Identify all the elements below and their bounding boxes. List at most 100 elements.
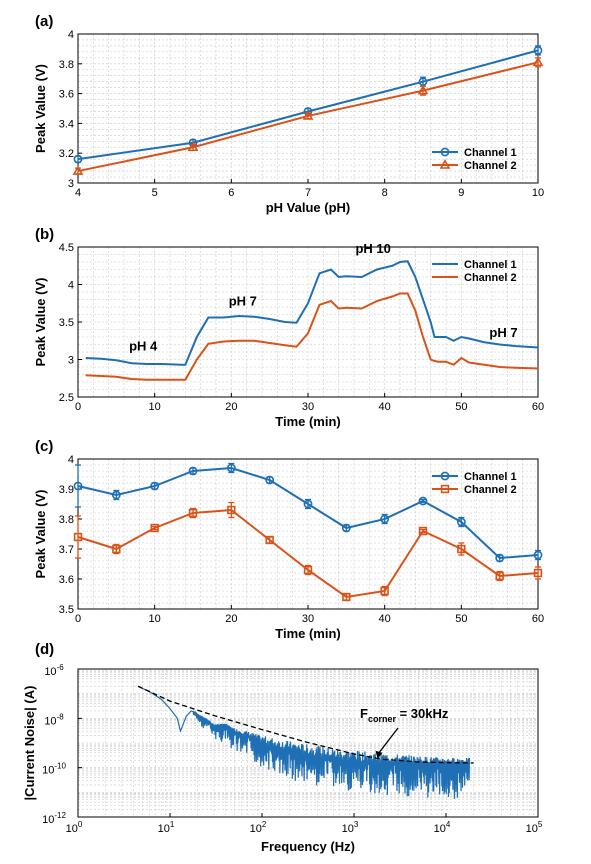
y-tick-exponent: -12	[54, 811, 66, 820]
x-tick-label: 8	[382, 187, 388, 199]
x-tick-label: 9	[458, 187, 464, 199]
y-tick-label: 3.5	[59, 604, 74, 616]
legend-label: Channel 1	[464, 471, 517, 483]
x-tick-label: 101	[158, 820, 175, 835]
x-tick-label: 60	[532, 613, 544, 625]
legend-label: Channel 1	[464, 147, 517, 159]
y-tick-label: 4	[68, 280, 74, 292]
y-tick-label: 3.2	[59, 148, 74, 160]
x-tick-exponent: 3	[354, 820, 359, 829]
data-point	[265, 535, 274, 545]
y-axis-label: Peak Value (V)	[33, 490, 48, 579]
x-tick-label: 105	[526, 820, 543, 835]
data-point	[150, 523, 159, 533]
y-axis-label: |Current Noise| (A)	[22, 686, 37, 801]
y-tick-label: 3	[68, 355, 74, 367]
y-tick-label: 3.6	[59, 574, 74, 586]
chart-panel-b: 0 10 20 30 40 50 60 2.5 3 3.5 4 4.5 Time (min) Peak V…	[33, 226, 544, 429]
x-tick-label: 103	[342, 820, 359, 835]
x-tick-label: 40	[379, 401, 391, 413]
x-tick-label: 50	[455, 401, 467, 413]
annotation-label: pH 10	[355, 241, 390, 256]
panel-label: (a)	[35, 13, 53, 30]
data-point	[265, 475, 275, 485]
y-tick-exponent: -6	[57, 663, 65, 672]
x-tick-label: 7	[305, 187, 311, 199]
y-axis-label: Peak Value (V)	[33, 64, 48, 153]
y-tick-exponent: -10	[54, 762, 66, 771]
y-tick-label: 3.9	[59, 484, 74, 496]
x-tick-label: 30	[302, 401, 314, 413]
legend-label: Channel 2	[464, 160, 517, 172]
x-tick-label: 20	[225, 613, 237, 625]
annotation-label: pH 7	[229, 294, 257, 309]
corner-frequency-value: = 30kHz	[396, 706, 449, 721]
data-point	[380, 586, 389, 596]
data-point	[457, 544, 466, 554]
legend-marker	[440, 471, 450, 481]
data-point	[532, 56, 544, 67]
x-tick-label: 50	[455, 613, 467, 625]
y-tick-label: 3.6	[59, 89, 74, 101]
fit-line	[137, 685, 474, 764]
x-axis-label: Time (min)	[275, 626, 341, 641]
x-tick-label: 4	[75, 187, 81, 199]
x-tick-exponent: 5	[538, 820, 543, 829]
axes-frame	[77, 668, 539, 818]
data-point	[418, 496, 428, 506]
y-tick-label: 3.5	[59, 317, 74, 329]
x-tick-label: 40	[379, 613, 391, 625]
x-tick-label: 104	[434, 820, 451, 835]
legend-label: Channel 2	[464, 272, 517, 284]
data-point	[533, 568, 543, 578]
series-line	[85, 260, 539, 366]
data-point	[533, 550, 543, 560]
y-tick-label: 4.5	[59, 242, 74, 254]
x-axis-label: pH Value (pH)	[266, 200, 351, 215]
data-point	[73, 532, 83, 542]
chart-panel-a: 4 5 6 7 8 9 10 3 3.2 3.4 3.6 3.8 4 pH Value (pH) Peak …	[33, 13, 544, 215]
chart-panel-d: 100 101 102 103 104 10510-1210-1010-810-6Freq…	[22, 641, 543, 854]
data-point	[111, 490, 121, 500]
y-tick-label: 10-12	[42, 811, 66, 826]
data-point	[380, 514, 390, 524]
x-tick-exponent: 1	[170, 820, 175, 829]
y-tick-label: 4	[68, 454, 74, 466]
corner-arrow	[376, 727, 399, 756]
y-tick-label: 3.8	[59, 514, 74, 526]
data-point	[495, 553, 505, 563]
legend-label: Channel 1	[464, 259, 517, 271]
series-line	[85, 292, 539, 381]
y-tick-label: 10-8	[44, 712, 64, 727]
x-tick-exponent: 2	[262, 820, 267, 829]
corner-arrow-head	[375, 750, 383, 759]
x-tick-label: 30	[302, 613, 314, 625]
data-point	[342, 592, 351, 602]
data-point	[227, 505, 236, 515]
x-axis-label: Time (min)	[275, 414, 341, 429]
y-tick-label: 10-10	[42, 762, 66, 777]
data-point	[72, 165, 84, 175]
data-point	[302, 110, 314, 120]
data-point	[303, 565, 313, 575]
panel-label: (d)	[35, 641, 54, 658]
chart-panel-c: 0 10 20 30 40 50 60 3.5 3.6 3.7 3.8 3.9 4 Time (min) P…	[33, 438, 544, 641]
x-axis-label: Frequency (Hz)	[261, 839, 355, 854]
data-point	[417, 84, 429, 95]
annotation-label: pH 7	[489, 325, 517, 340]
noise-spectrum-line	[137, 685, 471, 799]
x-tick-label: 0	[75, 613, 81, 625]
data-point	[226, 463, 236, 473]
y-tick-label: 3.7	[59, 544, 74, 556]
x-tick-label: 10	[532, 187, 544, 199]
y-tick-label: 4	[68, 29, 74, 41]
y-tick-label: 3.8	[59, 59, 74, 71]
data-point	[150, 481, 160, 491]
x-tick-label: 102	[250, 820, 267, 835]
x-tick-exponent: 0	[78, 820, 83, 829]
data-point	[188, 466, 198, 476]
annotation-label: pH 4	[129, 339, 158, 354]
data-point	[456, 517, 466, 527]
x-tick-exponent: 4	[446, 820, 451, 829]
panel-label: (c)	[35, 438, 53, 455]
